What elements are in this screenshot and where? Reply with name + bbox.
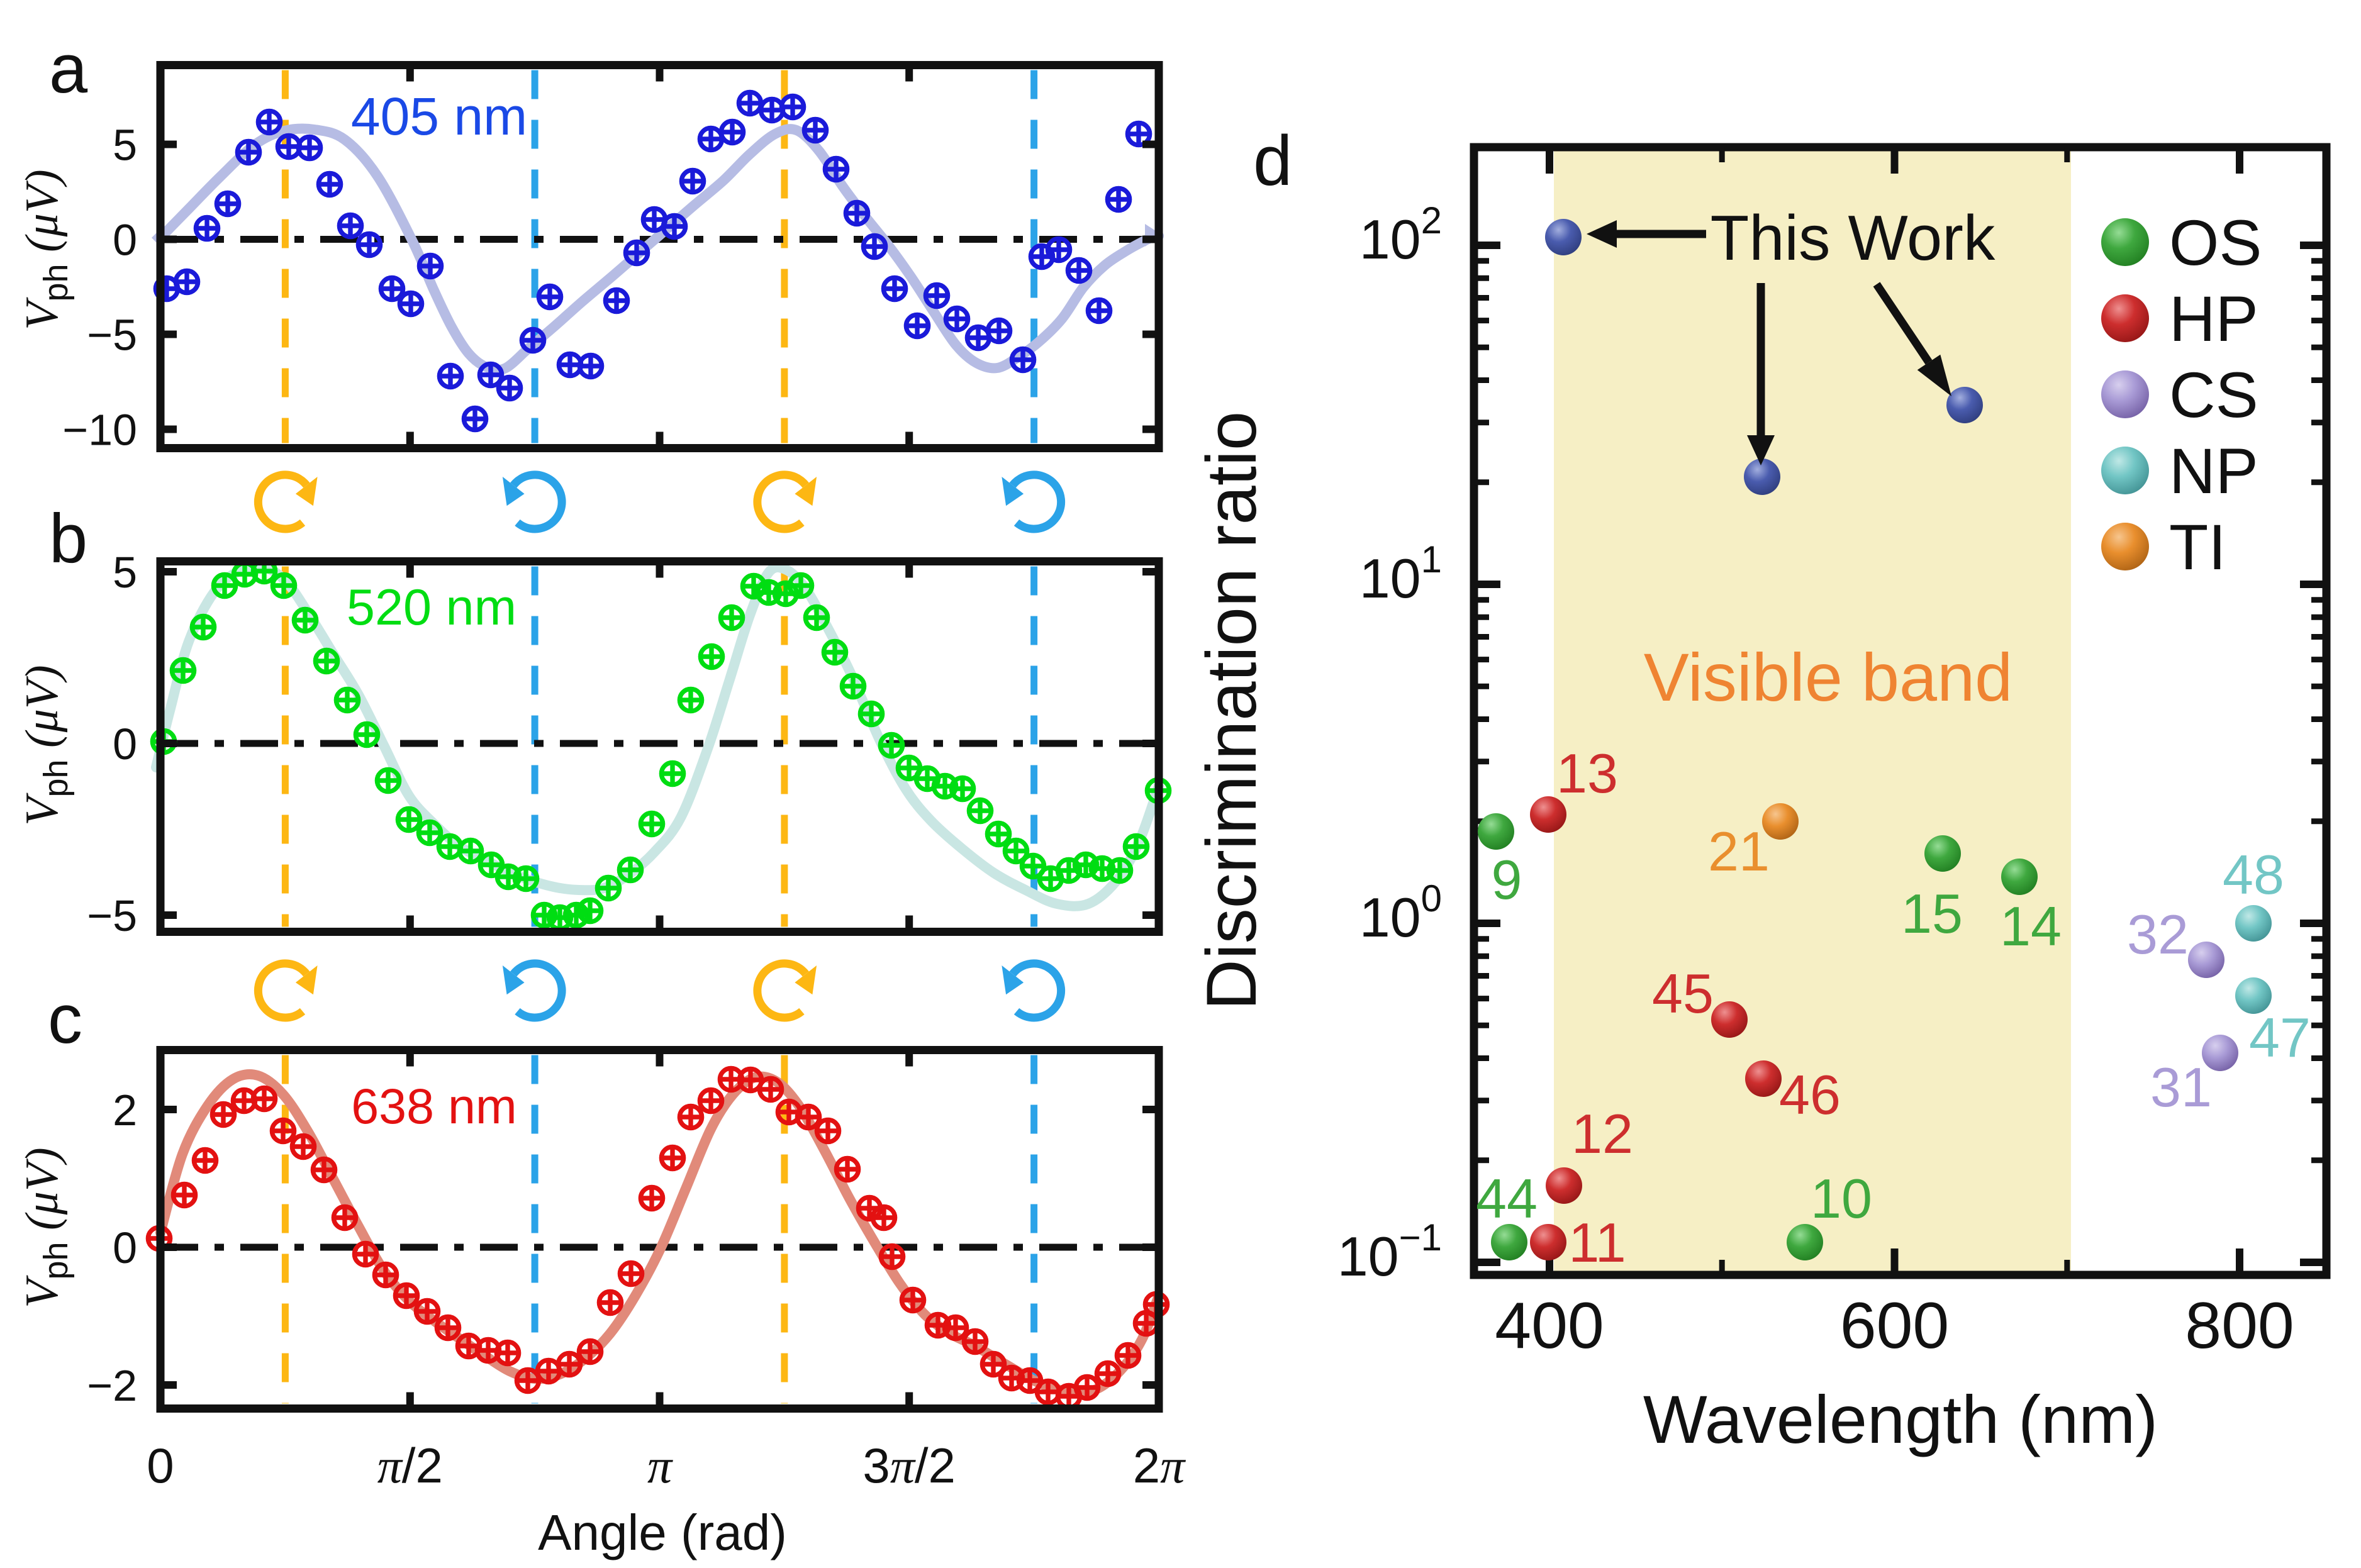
svg-text:CS: CS [2169, 359, 2258, 431]
svg-text:400: 400 [1495, 1289, 1604, 1362]
svg-text:0: 0 [113, 720, 137, 769]
svg-text:520 nm: 520 nm [347, 579, 516, 636]
svg-text:47: 47 [2249, 1006, 2311, 1069]
svg-text:Discrimination ratio: Discrimination ratio [1192, 411, 1271, 1010]
svg-text:Vph (μV): Vph (μV) [16, 169, 75, 330]
svg-text:14: 14 [2000, 895, 2062, 957]
svg-text:800: 800 [2185, 1289, 2294, 1362]
svg-text:−5: −5 [87, 311, 137, 360]
svg-text:5: 5 [113, 121, 137, 170]
svg-text:2π: 2π [1133, 1438, 1186, 1493]
svg-text:11: 11 [1568, 1211, 1626, 1274]
svg-text:48: 48 [2223, 843, 2284, 906]
svg-text:b: b [49, 500, 87, 577]
svg-text:3π/2: 3π/2 [862, 1438, 956, 1493]
svg-text:Vph (μV): Vph (μV) [16, 1147, 75, 1308]
svg-text:21: 21 [1708, 820, 1770, 882]
svg-text:9: 9 [1492, 848, 1522, 911]
svg-text:Visible band: Visible band [1644, 639, 2012, 715]
svg-text:2: 2 [113, 1086, 137, 1135]
svg-text:0: 0 [113, 216, 137, 265]
svg-text:32: 32 [2127, 903, 2189, 965]
svg-text:45: 45 [1652, 962, 1714, 1025]
svg-text:Wavelength (nm): Wavelength (nm) [1643, 1381, 2158, 1457]
svg-text:5: 5 [113, 548, 137, 597]
svg-text:OS: OS [2169, 207, 2262, 279]
svg-text:Angle (rad): Angle (rad) [538, 1504, 787, 1560]
svg-text:10: 10 [1811, 1167, 1872, 1230]
svg-text:a: a [49, 30, 88, 108]
svg-text:600: 600 [1840, 1289, 1950, 1362]
svg-text:NP: NP [2169, 435, 2258, 507]
svg-text:TI: TI [2169, 511, 2226, 583]
svg-text:HP: HP [2169, 283, 2258, 355]
svg-text:101: 101 [1359, 538, 1442, 609]
svg-text:15: 15 [1901, 882, 1963, 945]
svg-text:405 nm: 405 nm [351, 87, 527, 146]
svg-text:This Work: This Work [1711, 203, 1995, 274]
svg-text:c: c [48, 981, 82, 1058]
svg-text:31: 31 [2150, 1056, 2212, 1118]
svg-text:102: 102 [1359, 199, 1442, 270]
svg-text:44: 44 [1476, 1167, 1538, 1230]
svg-text:0: 0 [113, 1223, 137, 1272]
svg-text:−5: −5 [87, 891, 137, 940]
svg-text:12: 12 [1571, 1103, 1633, 1165]
svg-text:0: 0 [147, 1438, 174, 1493]
svg-text:−2: −2 [87, 1361, 137, 1410]
svg-text:Vph (μV): Vph (μV) [16, 665, 75, 825]
svg-text:13: 13 [1556, 742, 1618, 804]
svg-text:638 nm: 638 nm [351, 1078, 517, 1134]
svg-text:π: π [647, 1438, 673, 1493]
svg-text:π/2: π/2 [377, 1438, 443, 1493]
svg-text:d: d [1253, 121, 1292, 200]
svg-text:46: 46 [1779, 1064, 1841, 1126]
svg-text:−10: −10 [62, 406, 137, 455]
